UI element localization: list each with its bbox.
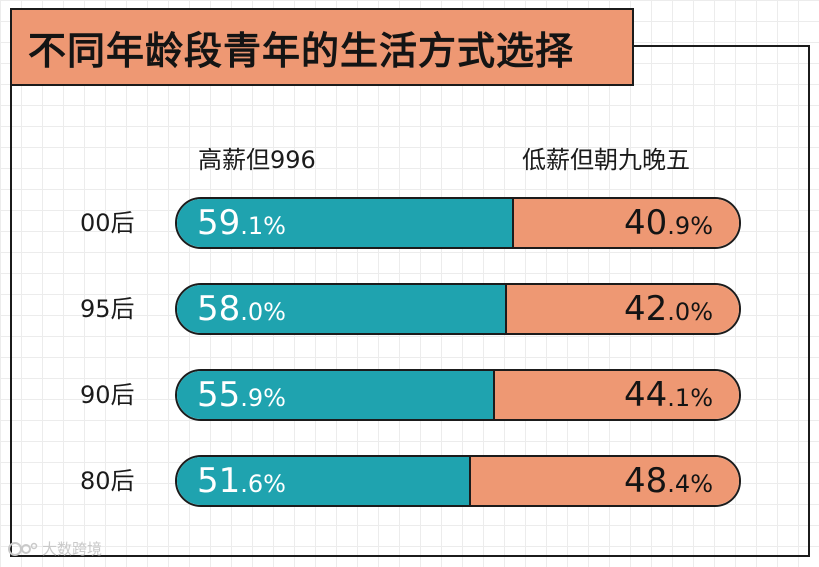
watermark-text: 大数跨境 — [42, 540, 103, 558]
data-label-dec: .6% — [240, 470, 286, 498]
legend-series-1: 高薪但996 — [198, 146, 316, 174]
data-label-series-2: 44.1% — [624, 375, 713, 415]
data-label-series-1: 58.0% — [197, 289, 286, 329]
bar-segment-series-1: 51.6% — [177, 457, 470, 505]
data-label-int: 58 — [197, 289, 241, 329]
data-label-series-1: 51.6% — [197, 461, 286, 501]
data-label-int: 48 — [624, 461, 668, 501]
data-label-series-1: 55.9% — [197, 375, 286, 415]
bar-segment-series-2: 42.0% — [505, 285, 739, 333]
bar-segment-series-2: 48.4% — [469, 457, 739, 505]
bar-segment-series-1: 58.0% — [177, 285, 506, 333]
stacked-bar: 55.9% 44.1% — [175, 369, 741, 421]
row-label: 95后 — [80, 295, 135, 323]
watermark: 大数跨境 — [8, 538, 102, 559]
stacked-bar: 59.1% 40.9% — [175, 197, 741, 249]
bar-segment-series-2: 44.1% — [493, 371, 739, 419]
data-label-dec: .0% — [240, 298, 286, 326]
data-label-int: 59 — [197, 203, 241, 243]
row-label: 80后 — [80, 467, 135, 495]
data-label-int: 51 — [197, 461, 241, 501]
data-label-int: 55 — [197, 375, 241, 415]
row-label: 00后 — [80, 209, 135, 237]
stacked-bar: 51.6% 48.4% — [175, 455, 741, 507]
watermark-logo-icon — [8, 541, 38, 556]
data-label-int: 40 — [624, 203, 668, 243]
data-label-series-2: 48.4% — [624, 461, 713, 501]
data-label-dec: .9% — [667, 212, 713, 240]
legend-series-2: 低薪但朝九晚五 — [522, 146, 690, 174]
bar-segment-series-1: 59.1% — [177, 199, 512, 247]
title-banner: 不同年龄段青年的生活方式选择 — [10, 8, 634, 86]
data-label-dec: .1% — [240, 212, 286, 240]
data-label-dec: .9% — [240, 384, 286, 412]
row-label: 90后 — [80, 381, 135, 409]
data-label-series-2: 40.9% — [624, 203, 713, 243]
data-label-dec: .4% — [667, 470, 713, 498]
data-label-series-1: 59.1% — [197, 203, 286, 243]
bar-segment-series-1: 55.9% — [177, 371, 494, 419]
chart-title: 不同年龄段青年的生活方式选择 — [28, 28, 575, 73]
data-label-dec: .1% — [667, 384, 713, 412]
data-label-series-2: 42.0% — [624, 289, 713, 329]
data-label-int: 42 — [624, 289, 668, 329]
data-label-dec: .0% — [667, 298, 713, 326]
bar-segment-series-2: 40.9% — [511, 199, 739, 247]
stacked-bar: 58.0% 42.0% — [175, 283, 741, 335]
data-label-int: 44 — [624, 375, 668, 415]
